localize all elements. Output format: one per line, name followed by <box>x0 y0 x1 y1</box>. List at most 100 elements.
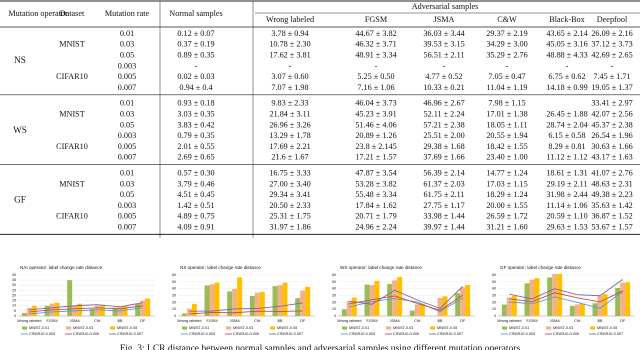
dataset-label: MNIST <box>59 109 84 118</box>
x-tick-label: JSMA <box>230 319 241 323</box>
bar <box>592 303 598 316</box>
table-cell: 0.57 ± 0.30 <box>177 168 214 177</box>
table-cell: 35.29 ± 2.76 <box>486 50 527 59</box>
bar <box>181 313 187 316</box>
x-tick-label: DF <box>140 319 146 323</box>
table-cell: 1.42 ± 0.51 <box>177 201 214 210</box>
bar <box>409 310 415 316</box>
table-cell: - <box>195 61 198 70</box>
table-cell: 29.63 ± 1.53 <box>546 222 587 231</box>
table-cell: - <box>611 61 614 70</box>
y-tick-label: 30 <box>332 293 336 297</box>
bar <box>442 296 448 316</box>
table-cell: 61.75 ± 2.11 <box>423 190 464 199</box>
table-cell: 14.77 ± 1.24 <box>486 168 527 177</box>
table-cell: 5.25 ± 0.50 <box>357 72 394 81</box>
bar <box>122 305 128 316</box>
y-tick-label: 20 <box>172 300 176 304</box>
bar <box>557 273 563 316</box>
line <box>29 305 143 313</box>
bar <box>579 303 585 316</box>
table-cell: 13.29 ± 1.78 <box>269 131 310 140</box>
mutation-rate: 0.03 <box>120 109 134 118</box>
header: Wrong labeled <box>266 15 314 24</box>
table-cell: 26.96 ± 3.26 <box>269 120 310 129</box>
bar <box>31 305 37 316</box>
x-tick-label: CW <box>94 319 101 323</box>
bar <box>89 308 95 316</box>
table-cell: 33.98 ± 1.44 <box>423 212 464 221</box>
table-cell: 20.50 ± 2.33 <box>269 201 310 210</box>
legend-label: MNIST-0.05 <box>117 326 137 330</box>
line <box>189 302 303 312</box>
table-cell: 20.00 ± 1.55 <box>486 201 527 210</box>
dataset-label: MNIST <box>59 40 84 49</box>
table-cell: 25.31 ± 1.75 <box>269 212 310 221</box>
mutation-rate: 0.005 <box>118 72 136 81</box>
table-cell: 51.46 ± 4.06 <box>355 120 396 129</box>
bar <box>387 283 393 316</box>
bar <box>397 276 403 316</box>
table-cell: 4.51 ± 0.45 <box>177 190 214 199</box>
table-cell: 17.21 ± 1.57 <box>355 153 396 162</box>
x-tick-label: Wrong labeled <box>337 319 361 323</box>
y-tick-label: 20 <box>492 300 496 304</box>
table-cell: 18.29 ± 1.24 <box>486 190 527 199</box>
table-cell: 21.84 ± 3.11 <box>269 109 310 118</box>
y-tick-label: 50 <box>332 280 336 284</box>
table-cell: 3.83 ± 0.42 <box>177 120 214 129</box>
bar <box>574 304 580 316</box>
table-cell: 57.21 ± 2.38 <box>423 120 464 129</box>
table-cell: 3.79 ± 0.46 <box>177 179 214 188</box>
table-cell: 17.84 ± 1.62 <box>355 201 396 210</box>
legend-label: CIFAR10-0.007 <box>117 332 143 336</box>
legend-label: CIFAR10-0.005 <box>233 332 259 336</box>
legend-label: CIFAR10-0.005 <box>73 332 99 336</box>
legend-swatch <box>22 326 27 330</box>
header: C&W <box>497 15 517 24</box>
table-cell: 49.38 ± 2.23 <box>591 190 632 199</box>
dataset-label: CIFAR10 <box>56 72 88 81</box>
mutation-rate: 0.003 <box>118 131 136 140</box>
legend-label: MNIST-0.03 <box>553 326 573 330</box>
x-tick-label: FGSM <box>207 319 218 323</box>
bar <box>569 305 575 316</box>
table-cell: 21.6 ± 1.67 <box>271 153 308 162</box>
table-cell: 26.09 ± 2.16 <box>591 29 632 38</box>
table-cell: 48.91 ± 3.34 <box>355 50 396 59</box>
bar <box>511 295 517 316</box>
x-tick-label: FGSM <box>527 319 538 323</box>
table-cell: 20.59 ± 1.10 <box>546 212 587 221</box>
bar <box>346 301 352 316</box>
dataset-label: CIFAR10 <box>56 212 88 221</box>
x-tick-label: Wrong labeled <box>17 319 41 323</box>
bar <box>249 295 255 316</box>
table-cell: 0.79 ± 0.35 <box>177 131 214 140</box>
y-tick-label: 40 <box>172 287 176 291</box>
table-cell: 26.59 ± 1.72 <box>486 212 527 221</box>
legend-swatch <box>502 326 507 330</box>
bar <box>374 280 380 316</box>
table-cell: 46.32 ± 3.71 <box>355 40 396 49</box>
y-tick-label: 0 <box>334 314 336 318</box>
bar <box>305 286 311 316</box>
y-tick-label: 0 <box>14 314 16 318</box>
table-cell: 7.45 ± 1.71 <box>593 72 630 81</box>
table-cell: 46.96 ± 2.67 <box>423 99 464 108</box>
bar <box>437 297 443 316</box>
table-cell: - <box>289 61 292 70</box>
bar <box>209 284 215 316</box>
x-tick-label: JSMA <box>70 319 81 323</box>
line <box>29 302 143 311</box>
bar <box>351 297 357 316</box>
mutation-rate: 0.007 <box>118 222 136 231</box>
legend-label: CIFAR10-0.007 <box>277 332 303 336</box>
y-tick-label: 10 <box>332 307 336 311</box>
table-cell: 11.14 ± 1.06 <box>546 201 587 210</box>
table-cell: 10.78 ± 2.30 <box>269 40 310 49</box>
table-cell: 2.01 ± 0.55 <box>177 142 214 151</box>
table-cell: 7.07 ± 1.98 <box>271 83 308 92</box>
mutation-rate: 0.01 <box>120 168 134 177</box>
